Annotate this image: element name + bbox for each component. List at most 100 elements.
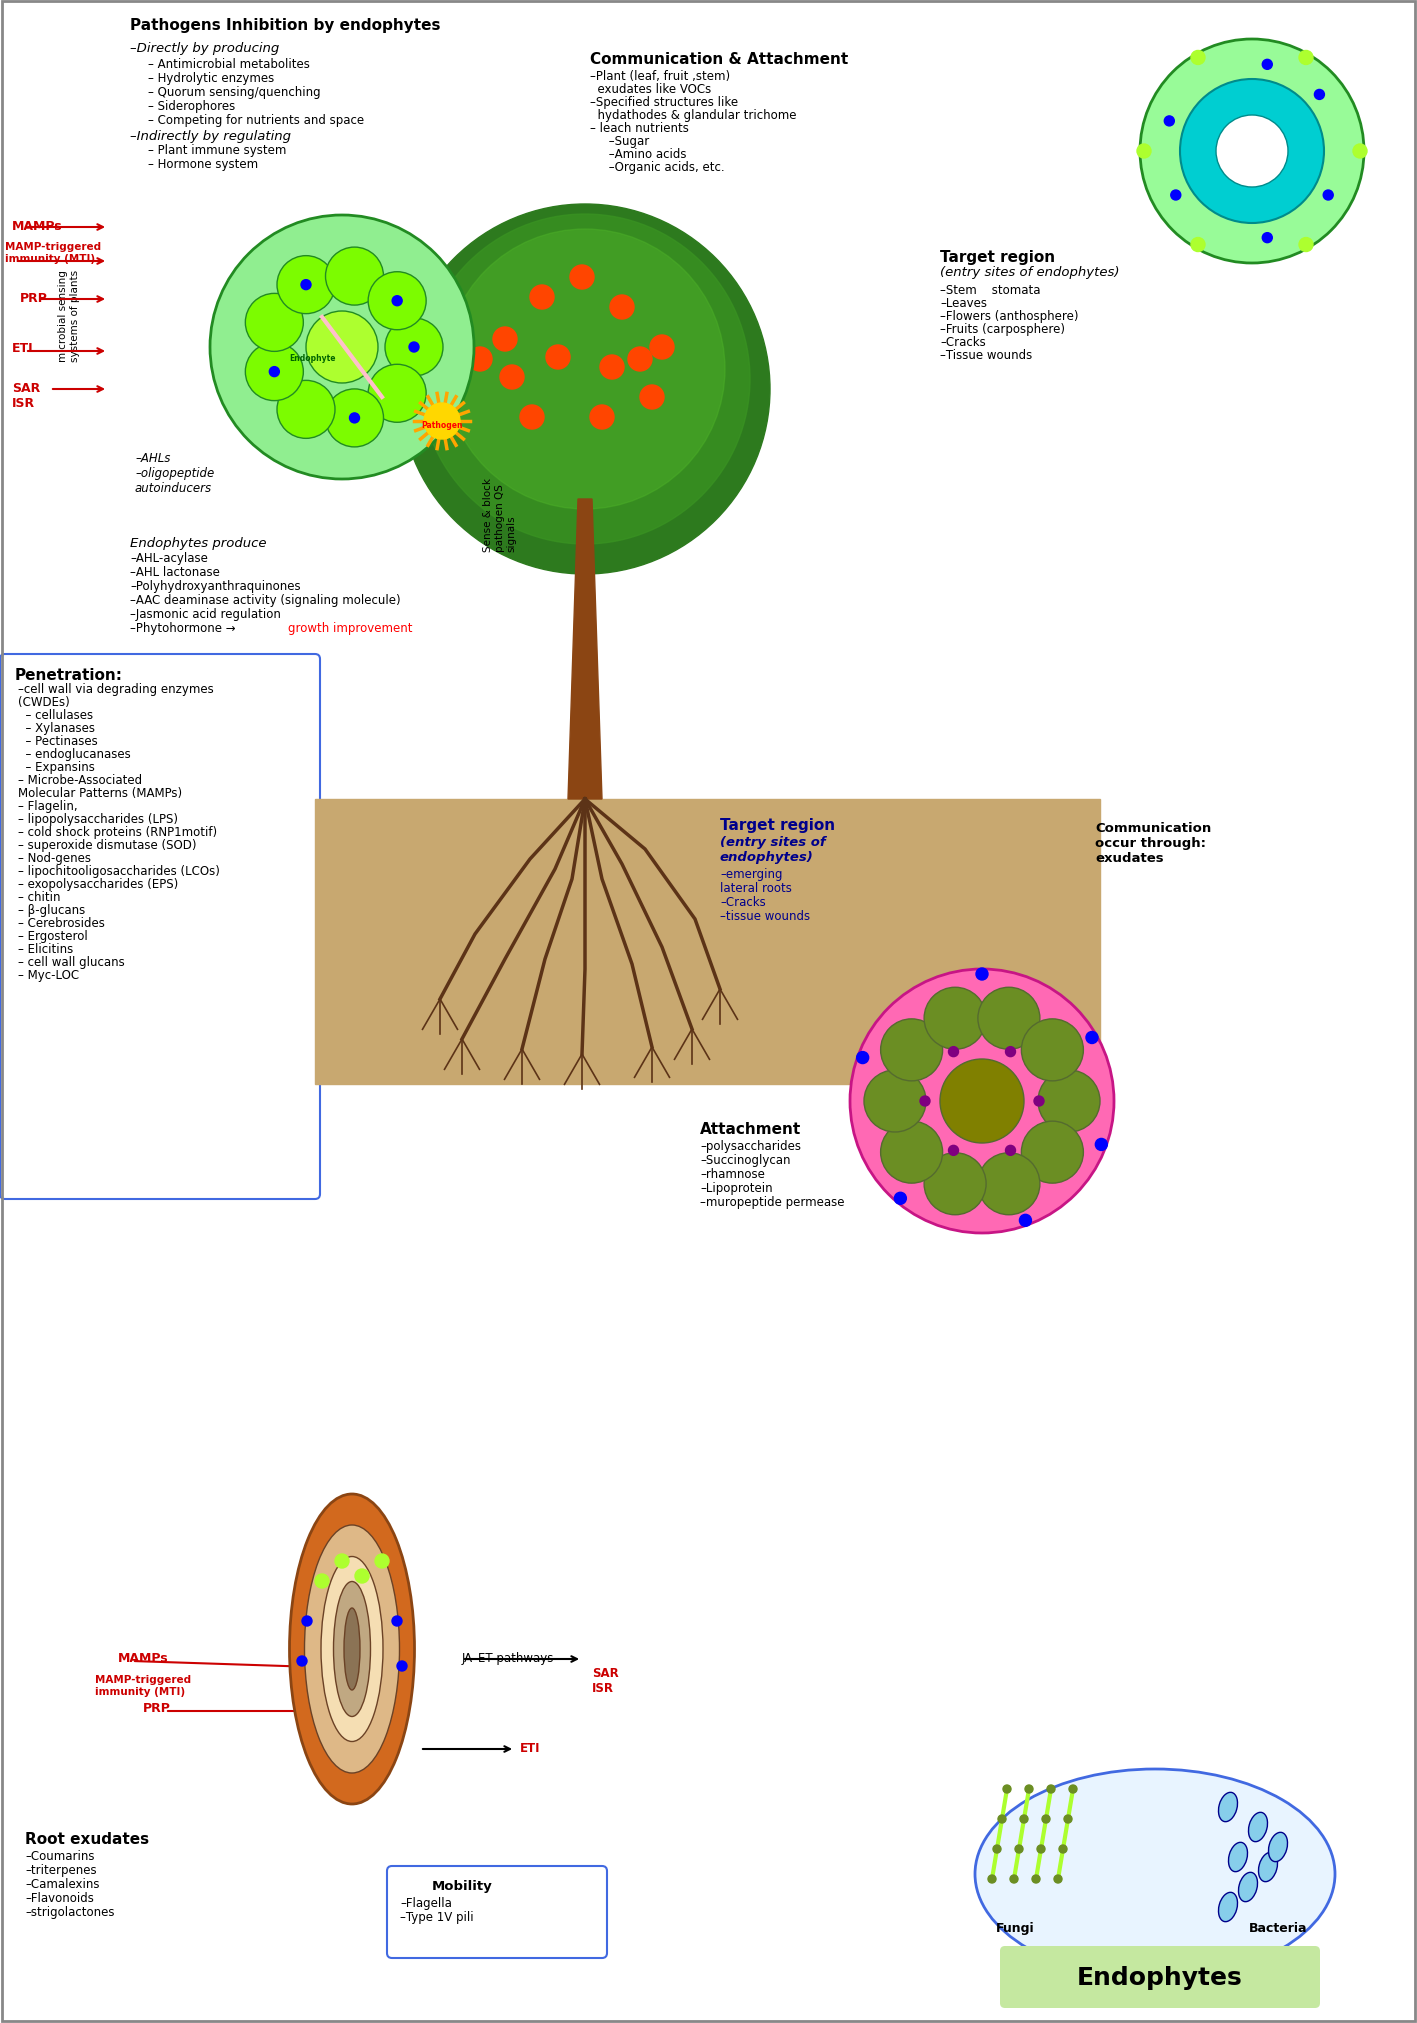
Circle shape xyxy=(1353,146,1367,160)
Circle shape xyxy=(1010,1875,1017,1883)
Text: exudates like VOCs: exudates like VOCs xyxy=(589,83,711,95)
Text: Penetration:: Penetration: xyxy=(16,668,123,682)
Text: –triterpenes: –triterpenes xyxy=(26,1863,96,1875)
Text: – endoglucanases: – endoglucanases xyxy=(18,749,130,761)
Text: – Siderophores: – Siderophores xyxy=(147,99,235,113)
Text: – superoxide dismutase (SOD): – superoxide dismutase (SOD) xyxy=(18,840,197,852)
Circle shape xyxy=(1323,190,1333,200)
Text: PRP: PRP xyxy=(143,1701,171,1713)
Text: –emerging: –emerging xyxy=(720,868,782,880)
Circle shape xyxy=(1047,1784,1056,1792)
Text: –rhamnose: –rhamnose xyxy=(700,1167,765,1179)
Circle shape xyxy=(850,969,1114,1234)
Text: –tissue wounds: –tissue wounds xyxy=(720,910,811,922)
Circle shape xyxy=(1058,1845,1067,1853)
Circle shape xyxy=(1192,51,1204,65)
Circle shape xyxy=(445,231,726,510)
Text: Bacteria: Bacteria xyxy=(1248,1922,1308,1934)
Text: –AHLs
–oligopeptide
autoinducers: –AHLs –oligopeptide autoinducers xyxy=(135,451,214,496)
FancyBboxPatch shape xyxy=(387,1865,606,1958)
Text: Sense & block
pathogen QS
signals: Sense & block pathogen QS signals xyxy=(483,477,516,552)
Circle shape xyxy=(368,273,427,330)
Circle shape xyxy=(948,1048,958,1058)
Circle shape xyxy=(1068,1784,1077,1792)
Text: –Coumarins: –Coumarins xyxy=(26,1849,95,1861)
Circle shape xyxy=(1095,1139,1107,1151)
Text: –AHL lactonase: –AHL lactonase xyxy=(130,566,220,579)
Text: Mobility: Mobility xyxy=(432,1879,493,1892)
Circle shape xyxy=(326,249,384,305)
Circle shape xyxy=(628,348,652,372)
Circle shape xyxy=(864,1070,925,1133)
Circle shape xyxy=(988,1875,996,1883)
Circle shape xyxy=(1141,40,1365,263)
Text: – chitin: – chitin xyxy=(18,890,61,904)
Circle shape xyxy=(1192,239,1204,253)
Circle shape xyxy=(306,312,378,384)
Text: –Flavonoids: –Flavonoids xyxy=(26,1892,94,1904)
Text: –Tissue wounds: –Tissue wounds xyxy=(939,348,1032,362)
Circle shape xyxy=(1165,117,1175,127)
Circle shape xyxy=(245,293,303,352)
Text: growth improvement: growth improvement xyxy=(288,621,412,635)
Text: Target region: Target region xyxy=(939,251,1056,265)
Ellipse shape xyxy=(1238,1873,1257,1902)
Circle shape xyxy=(976,969,988,981)
Text: – Microbe-Associated: – Microbe-Associated xyxy=(18,773,142,787)
Circle shape xyxy=(210,216,475,479)
FancyBboxPatch shape xyxy=(0,655,320,1200)
Circle shape xyxy=(570,265,594,289)
Text: SAR: SAR xyxy=(592,1667,619,1679)
Circle shape xyxy=(924,987,986,1050)
Circle shape xyxy=(500,366,524,390)
Ellipse shape xyxy=(1248,1813,1268,1841)
Text: – Expansins: – Expansins xyxy=(18,761,95,773)
Circle shape xyxy=(276,257,334,314)
Polygon shape xyxy=(568,500,602,799)
Text: –Camalexins: –Camalexins xyxy=(26,1877,99,1889)
Text: –Organic acids, etc.: –Organic acids, etc. xyxy=(589,162,724,174)
Circle shape xyxy=(424,405,461,439)
Text: – cell wall glucans: – cell wall glucans xyxy=(18,955,125,969)
Text: – Competing for nutrients and space: – Competing for nutrients and space xyxy=(147,113,364,127)
Text: PRP: PRP xyxy=(20,291,48,305)
Circle shape xyxy=(410,342,419,352)
Circle shape xyxy=(520,407,544,429)
Text: –Amino acids: –Amino acids xyxy=(589,148,686,162)
Circle shape xyxy=(269,368,279,378)
Circle shape xyxy=(276,380,334,439)
Circle shape xyxy=(1022,1121,1084,1183)
Circle shape xyxy=(1024,1784,1033,1792)
Text: (entry sites of
endophytes): (entry sites of endophytes) xyxy=(720,835,826,864)
Text: microbial sensing
systems of plants: microbial sensing systems of plants xyxy=(58,269,79,362)
Circle shape xyxy=(609,295,633,320)
Ellipse shape xyxy=(305,1525,400,1772)
Circle shape xyxy=(393,297,402,307)
Circle shape xyxy=(640,386,665,411)
Circle shape xyxy=(1299,51,1314,65)
Text: – exopolysaccharides (EPS): – exopolysaccharides (EPS) xyxy=(18,878,179,890)
Circle shape xyxy=(1015,1845,1023,1853)
Text: SAR: SAR xyxy=(11,382,40,394)
Circle shape xyxy=(880,1121,942,1183)
Ellipse shape xyxy=(1219,1792,1237,1823)
Text: –Sugar: –Sugar xyxy=(589,136,649,148)
Text: –Type 1V pili: –Type 1V pili xyxy=(400,1910,473,1924)
Text: –Directly by producing: –Directly by producing xyxy=(130,42,279,55)
Text: – Ergosterol: – Ergosterol xyxy=(18,929,88,943)
Circle shape xyxy=(245,344,303,401)
Circle shape xyxy=(1216,115,1288,188)
Text: –Lipoprotein: –Lipoprotein xyxy=(700,1181,772,1194)
Circle shape xyxy=(880,1020,942,1082)
Circle shape xyxy=(1136,146,1151,160)
Text: – leach nutrients: – leach nutrients xyxy=(589,121,689,136)
Ellipse shape xyxy=(1258,1853,1278,1881)
FancyBboxPatch shape xyxy=(1000,1946,1321,2009)
Text: –Flagella: –Flagella xyxy=(400,1896,452,1910)
Circle shape xyxy=(857,1052,869,1064)
Text: – β-glucans: – β-glucans xyxy=(18,904,85,916)
Text: –polysaccharides: –polysaccharides xyxy=(700,1139,801,1153)
Text: elicitors: elicitors xyxy=(351,1742,398,1754)
Text: ETI: ETI xyxy=(520,1742,540,1754)
Text: Communication & Attachment: Communication & Attachment xyxy=(589,53,849,67)
